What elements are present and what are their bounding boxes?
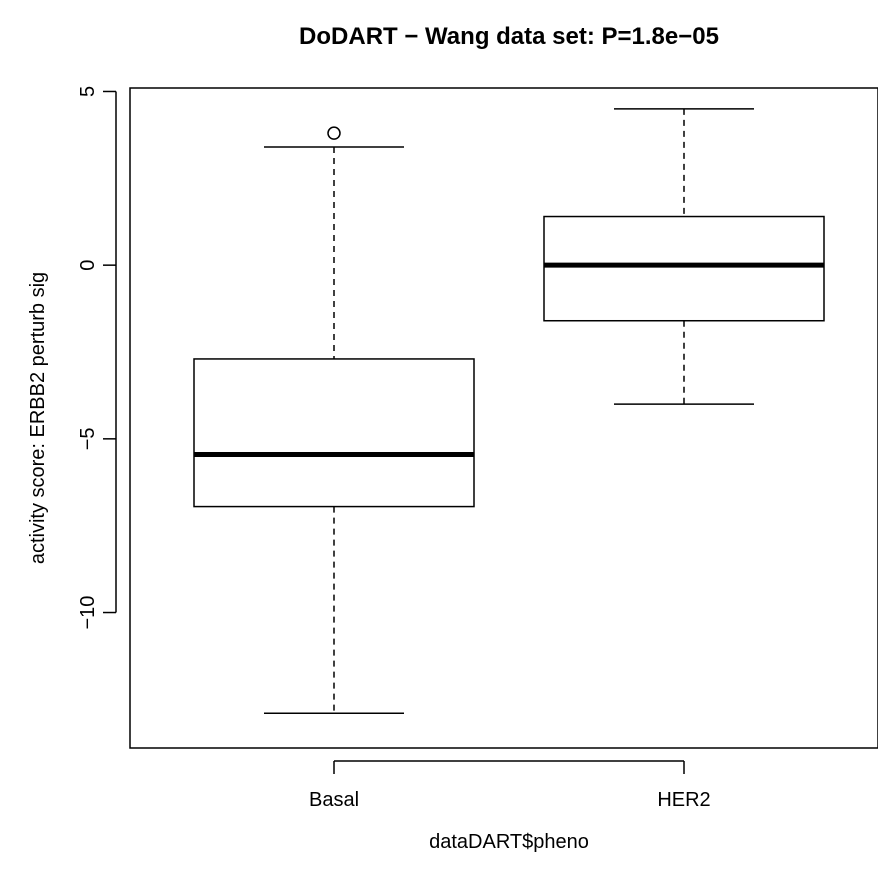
y-tick-label: 0 (77, 260, 99, 271)
chart-title: DoDART − Wang data set: P=1.8e−05 (299, 23, 719, 50)
x-axis: Basal HER2 (309, 760, 711, 811)
x-tick-label: HER2 (657, 789, 710, 811)
iqr-box (193, 358, 475, 508)
y-axis: −10 −5 0 5 (77, 86, 117, 630)
outlier-point (327, 126, 341, 140)
y-tick-label: −5 (77, 427, 99, 450)
boxes (193, 108, 825, 715)
box-basal (193, 126, 475, 715)
iqr-box (543, 215, 825, 322)
x-tick-label: Basal (309, 789, 359, 811)
x-axis-label: dataDART$pheno (429, 831, 589, 853)
plot-frame (129, 87, 878, 749)
y-tick-label: −10 (77, 596, 99, 630)
y-tick-label: 5 (77, 86, 99, 97)
y-axis-label: activity score: ERBB2 perturb sig (27, 272, 49, 564)
box-her2 (543, 108, 825, 405)
